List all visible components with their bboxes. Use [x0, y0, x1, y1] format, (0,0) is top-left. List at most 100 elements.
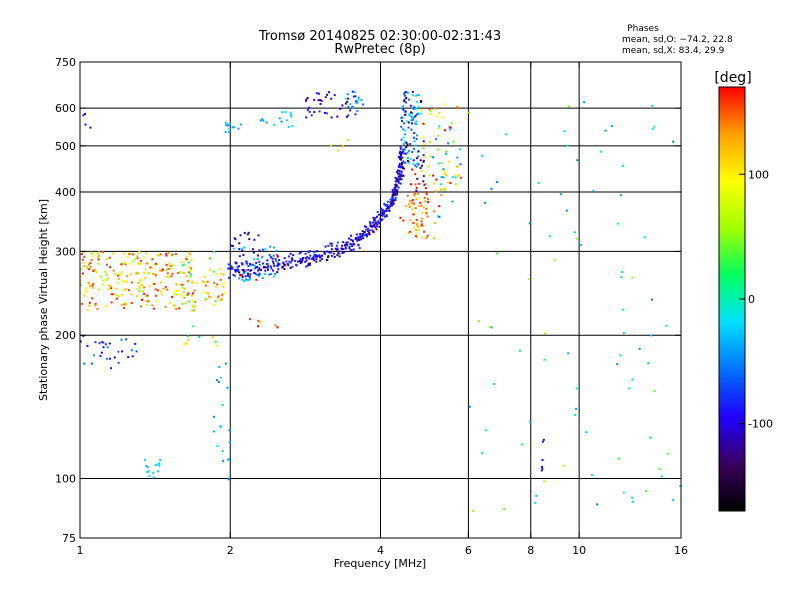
data-point: [249, 273, 252, 276]
data-point: [262, 262, 264, 265]
data-point: [306, 264, 309, 267]
data-point: [385, 208, 388, 211]
data-point: [315, 260, 318, 263]
data-point: [175, 293, 178, 296]
data-point: [277, 268, 280, 271]
data-point: [326, 93, 329, 96]
plot-frame: [79, 61, 682, 539]
data-point: [389, 198, 392, 201]
data-point: [147, 470, 150, 473]
data-point: [156, 289, 159, 292]
data-point: [138, 280, 141, 283]
data-point: [264, 273, 267, 275]
data-point: [346, 100, 349, 103]
data-point: [411, 208, 413, 211]
data-point: [562, 464, 565, 467]
data-point: [481, 452, 484, 455]
y-tick-label: 750: [55, 56, 76, 69]
data-point: [402, 108, 405, 111]
data-point: [368, 229, 371, 232]
data-point: [169, 267, 172, 270]
data-point: [259, 321, 262, 324]
data-point: [171, 272, 174, 275]
data-point: [386, 206, 389, 209]
data-point: [174, 290, 177, 292]
data-point: [223, 292, 225, 295]
data-point: [233, 126, 236, 129]
data-point: [289, 267, 292, 269]
data-point: [307, 251, 310, 254]
data-point: [402, 128, 405, 131]
data-point: [341, 104, 344, 107]
data-point: [94, 341, 97, 344]
data-point: [653, 390, 656, 393]
data-point: [373, 219, 376, 222]
data-point: [423, 197, 426, 199]
data-point: [221, 403, 224, 406]
gridlines: [80, 62, 681, 538]
data-point: [355, 233, 358, 236]
data-point: [185, 294, 188, 297]
data-point: [109, 266, 112, 269]
data-point: [94, 302, 97, 305]
data-point: [358, 239, 361, 241]
data-point: [97, 262, 100, 265]
data-point: [215, 273, 218, 276]
data-point: [330, 97, 333, 100]
data-point: [155, 463, 158, 466]
data-point: [291, 258, 294, 261]
data-point: [412, 94, 415, 97]
data-point: [420, 220, 423, 223]
data-point: [105, 357, 108, 360]
data-point: [241, 249, 244, 252]
data-point: [653, 125, 656, 128]
data-point: [175, 253, 177, 256]
data-point: [134, 342, 137, 345]
data-point: [201, 280, 204, 283]
data-point: [349, 238, 352, 241]
data-point: [177, 289, 180, 292]
data-point: [258, 267, 261, 270]
data-point: [432, 182, 435, 185]
data-point: [80, 267, 83, 270]
data-point: [242, 269, 245, 271]
data-point: [206, 280, 209, 283]
data-point: [92, 269, 95, 272]
data-point: [432, 156, 435, 159]
data-point: [151, 304, 154, 307]
data-point: [321, 257, 324, 260]
data-point: [454, 183, 457, 186]
data-point: [86, 287, 89, 290]
data-point: [185, 257, 188, 260]
data-point: [110, 367, 112, 370]
data-point: [435, 178, 438, 181]
data-point: [213, 250, 216, 253]
data-point: [370, 225, 373, 228]
data-point: [416, 222, 419, 225]
data-point: [215, 344, 218, 347]
data-point: [284, 111, 287, 114]
data-point: [411, 90, 414, 93]
data-point: [421, 136, 424, 139]
data-point: [394, 176, 397, 179]
data-point: [423, 183, 426, 186]
data-point: [363, 225, 366, 228]
data-point: [209, 269, 212, 271]
data-point: [378, 222, 381, 225]
data-point: [407, 121, 410, 124]
data-point: [397, 169, 399, 172]
data-point: [110, 293, 113, 296]
data-point: [574, 231, 576, 234]
data-point: [161, 293, 163, 296]
data-point: [181, 283, 184, 286]
data-point: [310, 114, 313, 117]
data-point: [337, 249, 340, 252]
data-point: [365, 228, 368, 231]
data-point: [189, 253, 191, 256]
x-tick-label: 4: [377, 544, 384, 557]
data-point: [120, 338, 123, 341]
data-point: [311, 257, 314, 260]
data-point: [632, 500, 635, 503]
data-point: [152, 471, 155, 474]
data-point: [392, 202, 395, 205]
